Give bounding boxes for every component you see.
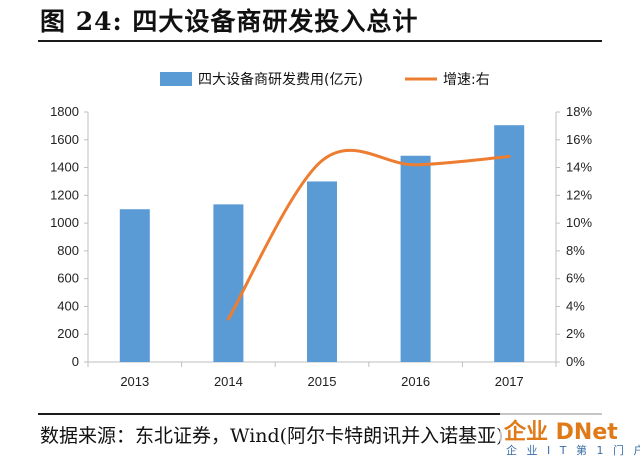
bar-2015: [307, 181, 337, 362]
right-y-tick-label: 8%: [566, 243, 585, 258]
top-rule: [38, 40, 602, 42]
figure-title: 图 24: 四大设备商研发投入总计: [40, 7, 419, 36]
right-y-tick-label: 6%: [566, 271, 585, 286]
right-y-tick-label: 4%: [566, 298, 585, 313]
right-y-tick-label: 12%: [566, 187, 592, 202]
x-tick-label: 2016: [401, 374, 430, 389]
right-y-tick-label: 0%: [566, 354, 585, 369]
right-y-tick-label: 10%: [566, 215, 592, 230]
chart-legend: 四大设备商研发费用(亿元) 增速:右: [160, 71, 490, 88]
site-watermark: 企业 DNet 企 业 I T 第 1 门 户: [500, 412, 640, 459]
right-y-tick-labels: 0% 2% 4% 6% 8% 10% 12% 14% 16% 18%: [556, 104, 592, 369]
left-y-tick-label: 1200: [50, 187, 79, 202]
x-tick-label: 2015: [308, 374, 337, 389]
data-source-note: 数据来源：东北证券，Wind(阿尔卡特朗讯并入诺基亚): [40, 425, 504, 447]
x-tick-label: 2017: [495, 374, 524, 389]
right-y-tick-label: 16%: [566, 132, 592, 147]
right-y-tick-label: 18%: [566, 104, 592, 119]
bar-series: [119, 125, 525, 362]
left-y-tick-label: 200: [57, 326, 79, 341]
x-tick-label: 2013: [120, 374, 149, 389]
right-y-tick-label: 2%: [566, 326, 585, 341]
bar-2017: [494, 125, 525, 362]
x-tick-label: 2014: [214, 374, 243, 389]
watermark-logo: 企业 DNet: [504, 420, 618, 445]
bar-2013: [119, 209, 150, 362]
left-y-tick-label: 600: [57, 271, 79, 286]
left-y-tick-labels: 0 200 400 600 800 1000 1200 1400 1600 1800: [50, 104, 88, 369]
left-y-tick-label: 800: [57, 243, 79, 258]
left-y-tick-label: 1600: [50, 132, 79, 147]
left-y-tick-label: 400: [57, 298, 79, 313]
x-tick-labels: 2013 2014 2015 2016 2017: [87, 362, 557, 389]
growth-line-path: [226, 148, 511, 321]
legend-bar-swatch: [160, 72, 192, 86]
left-y-tick-label: 1400: [50, 160, 79, 175]
right-y-tick-label: 14%: [566, 160, 592, 175]
watermark-tagline: 企 业 I T 第 1 门 户: [506, 444, 640, 457]
combo-chart: 四大设备商研发费用(亿元) 增速:右 2013 2014 2015 2016 2017 …: [50, 71, 592, 389]
growth-line-series: [226, 148, 511, 321]
bar-2014: [213, 204, 244, 362]
left-y-tick-label: 1800: [50, 104, 79, 119]
legend-line-label: 增速:右: [443, 72, 490, 88]
bottom-rule: [38, 413, 602, 415]
bar-2016: [400, 155, 431, 362]
legend-bar-label: 四大设备商研发费用(亿元): [198, 71, 363, 88]
left-y-tick-label: 1000: [50, 215, 79, 230]
left-y-tick-label: 0: [72, 354, 79, 369]
